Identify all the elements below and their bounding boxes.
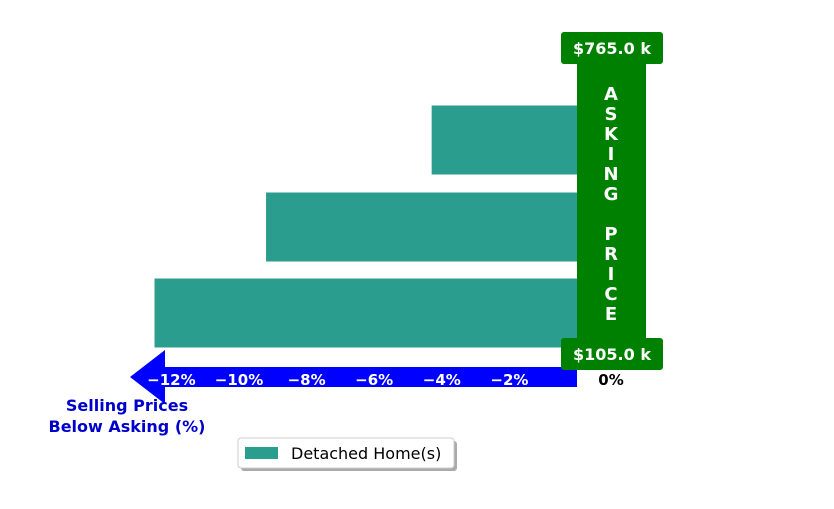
bar-0 xyxy=(154,278,577,348)
price-top-box xyxy=(561,32,663,64)
legend-box xyxy=(237,437,455,469)
x-tick-label-3: −6% xyxy=(355,371,393,389)
legend: Detached Home(s) xyxy=(237,437,457,471)
x-tick-label-6: 0% xyxy=(598,371,623,389)
legend-swatch xyxy=(245,447,278,459)
x-axis-label-line1: Selling Prices xyxy=(66,396,188,415)
x-tick-label-2: −8% xyxy=(288,371,326,389)
axis-arrow xyxy=(130,350,577,404)
x-tick-label-4: −4% xyxy=(423,371,461,389)
bar-2 xyxy=(431,105,577,175)
price-bottom-label: $105.0 k xyxy=(573,345,651,364)
x-tick-label-1: −10% xyxy=(215,371,263,389)
tick-labels-group: −12% −10% −8% −6% −4% −2% 0% xyxy=(147,371,624,389)
price-top-label: $765.0 k xyxy=(573,39,651,58)
bar-1 xyxy=(266,192,577,262)
price-bottom-box xyxy=(561,338,663,370)
x-axis-label-line2: Below Asking (%) xyxy=(49,417,206,436)
legend-entry-label: Detached Home(s) xyxy=(291,444,441,463)
x-tick-label-5: −2% xyxy=(490,371,528,389)
asking-price-bar xyxy=(577,60,646,342)
bars-group xyxy=(154,105,577,348)
x-tick-label-0: −12% xyxy=(147,371,195,389)
